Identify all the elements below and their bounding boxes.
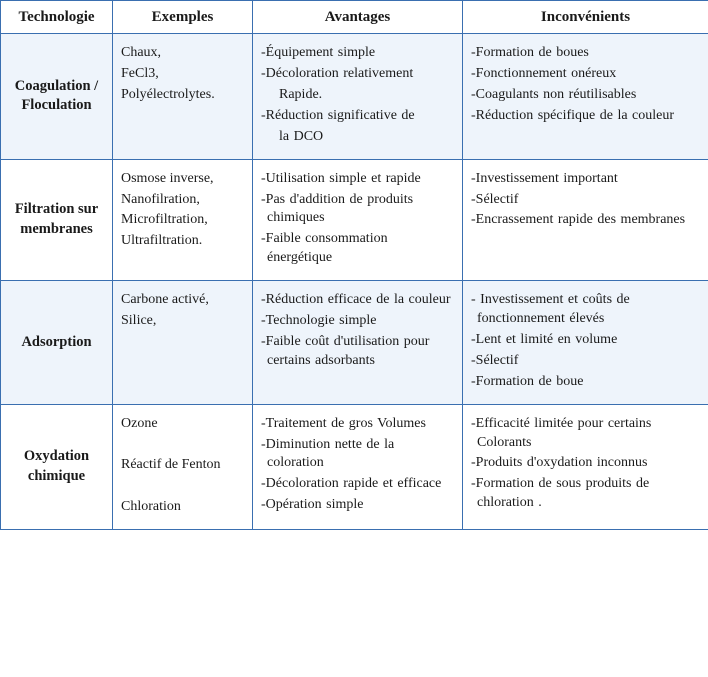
advantage-item: la DCO [261,128,454,147]
col-header-avantages: Avantages [253,1,463,34]
col-header-exemples: Exemples [113,1,253,34]
examples-cell: Carbone activé, Silice, [113,281,253,404]
advantage-item: -Équipement simple [261,44,454,63]
technology-cell: Filtration sur membranes [1,159,113,280]
inconvenient-item: -Réduction spécifique de la couleur [471,107,700,126]
advantage-item: -Faible coût d'utilisation pour certains… [261,333,454,371]
table-header-row: Technologie Exemples Avantages Inconvéni… [1,1,708,34]
advantage-item: -Faible consommation énergétique [261,230,454,268]
example-line: Réactif de Fenton [121,456,244,475]
advantage-item: -Utilisation simple et rapide [261,170,454,189]
inconvenient-item: -Produits d'oxydation inconnus [471,454,700,473]
example-line: Carbone activé, [121,291,244,310]
advantage-item: -Diminution nette de la coloration [261,436,454,474]
table-row: Coagulation / Floculation Chaux, FeCl3, Pol… [1,34,708,159]
inconvenients-cell: -Formation de boues -Fonctionnement onére… [463,34,708,159]
example-line: Chaux, [121,44,244,63]
treatment-technologies-table: Technologie Exemples Avantages Inconvéni… [0,0,708,530]
advantage-item: -Pas d'addition de produits chimiques [261,191,454,229]
advantages-cell: -Réduction efficace de la couleur -Techno… [253,281,463,404]
example-line: Polyélectrolytes. [121,86,244,105]
inconvenient-item: -Sélectif [471,352,700,371]
inconvenient-item: -Formation de boue [471,373,700,392]
advantage-item: Rapide. [261,86,454,105]
inconvenient-item: -Formation de sous produits de chloratio… [471,475,700,513]
inconvenient-item: -Coagulants non réutilisables [471,86,700,105]
advantage-item: -Réduction efficace de la couleur [261,291,454,310]
inconvenient-item: -Efficacité limitée pour certains Colora… [471,415,700,453]
table-body: Coagulation / Floculation Chaux, FeCl3, Pol… [1,34,708,530]
example-line: Osmose inverse, [121,170,244,189]
example-line: Nanofilration, [121,191,244,210]
inconvenient-item: -Formation de boues [471,44,700,63]
inconvenients-cell: -Investissement important -Sélectif-Encra… [463,159,708,280]
examples-cell: Osmose inverse, Nanofilration,Microfiltra… [113,159,253,280]
advantages-cell: -Traitement de gros Volumes -Diminution n… [253,404,463,529]
technology-cell: Adsorption [1,281,113,404]
example-line [121,436,244,455]
advantages-cell: -Équipement simple -Décoloration relative… [253,34,463,159]
examples-cell: Ozone Réactif de Fenton Chloration [113,404,253,529]
example-line: Chloration [121,498,244,517]
advantage-item: -Réduction significative de [261,107,454,126]
inconvenient-item: -Encrassement rapide des membranes [471,211,700,230]
inconvenients-cell: -Efficacité limitée pour certains Colora… [463,404,708,529]
inconvenient-item: -Investissement important [471,170,700,189]
col-header-technologie: Technologie [1,1,113,34]
advantage-item: -Décoloration rapide et efficace [261,475,454,494]
example-line: Ozone [121,415,244,434]
inconvenients-cell: - Investissement et coûts de fonctionnem… [463,281,708,404]
advantage-item: -Technologie simple [261,312,454,331]
inconvenient-item: -Lent et limité en volume [471,331,700,350]
table-row: Oxydation chimiqueOzone Réactif de Fento… [1,404,708,529]
table-row: Filtration sur membranes Osmose inverse, N… [1,159,708,280]
advantages-cell: -Utilisation simple et rapide -Pas d'addi… [253,159,463,280]
inconvenient-item: -Fonctionnement onéreux [471,65,700,84]
examples-cell: Chaux, FeCl3, Polyélectrolytes. [113,34,253,159]
technology-cell: Coagulation / Floculation [1,34,113,159]
advantage-item: -Opération simple [261,496,454,515]
table-row: Adsorption Carbone activé, Silice, -Réducti… [1,281,708,404]
example-line: Ultrafiltration. [121,232,244,251]
advantage-item: -Décoloration relativement [261,65,454,84]
example-line: FeCl3, [121,65,244,84]
example-line: Microfiltration, [121,211,244,230]
example-line: Silice, [121,312,244,331]
inconvenient-item: -Sélectif [471,191,700,210]
col-header-inconvenients: Inconvénients [463,1,708,34]
advantage-item: -Traitement de gros Volumes [261,415,454,434]
example-line [121,477,244,496]
technology-cell: Oxydation chimique [1,404,113,529]
inconvenient-item: - Investissement et coûts de fonctionnem… [471,291,700,329]
